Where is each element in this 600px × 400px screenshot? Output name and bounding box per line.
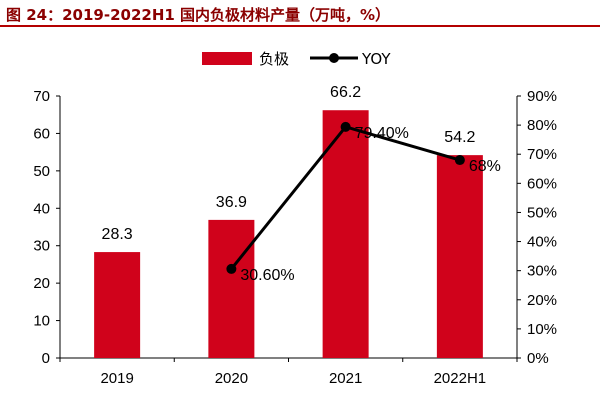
chart-title: 图 24：2019-2022H1 国内负极材料产量（万吨，%） [6, 6, 391, 24]
y-left-tick-label: 60 [33, 125, 50, 142]
legend-label-line: YOY [361, 50, 391, 68]
bar [436, 155, 483, 358]
yoy-point [340, 121, 351, 132]
x-tick-label: 2020 [215, 370, 248, 387]
yoy-point [454, 155, 465, 166]
y-right-tick-label: 10% [527, 321, 557, 338]
bar [94, 252, 141, 358]
y-left-tick-label: 0 [42, 350, 50, 367]
yoy-point [226, 263, 237, 274]
yoy-value-label: 79.40% [355, 125, 409, 142]
y-left-tick-label: 40 [33, 200, 50, 217]
y-right-tick-label: 90% [527, 88, 557, 105]
y-right-tick-label: 0% [527, 350, 549, 367]
y-right-tick-label: 30% [527, 263, 557, 280]
y-right-tick-label: 20% [527, 292, 557, 309]
bar-value-label: 54.2 [444, 129, 475, 146]
y-right-tick-label: 80% [527, 117, 557, 134]
y-left-tick-label: 70 [33, 88, 50, 105]
chart-title-bar: 图 24：2019-2022H1 国内负极材料产量（万吨，%） [0, 0, 600, 27]
legend-swatch-bar [202, 52, 252, 65]
y-right-tick-label: 60% [527, 175, 557, 192]
legend-marker-line [329, 53, 339, 63]
x-tick-label: 2019 [100, 370, 133, 387]
bar [322, 110, 369, 358]
y-right-tick-label: 40% [527, 234, 557, 251]
bar-value-label: 36.9 [216, 194, 247, 211]
y-left-tick-label: 10 [33, 313, 50, 330]
y-right-tick-label: 70% [527, 146, 557, 163]
bar [208, 219, 255, 358]
x-tick-label: 2022H1 [434, 370, 487, 387]
bar-value-label: 28.3 [102, 226, 133, 243]
legend-label-bar: 负极 [259, 50, 289, 68]
x-tick-label: 2021 [329, 370, 362, 387]
bar-value-label: 66.2 [330, 84, 361, 101]
y-left-tick-label: 30 [33, 238, 50, 255]
y-right-tick-label: 50% [527, 204, 557, 221]
y-left-tick-label: 50 [33, 163, 50, 180]
yoy-value-label: 68% [469, 158, 501, 175]
yoy-value-label: 30.60% [240, 267, 294, 284]
y-left-tick-label: 20 [33, 275, 50, 292]
